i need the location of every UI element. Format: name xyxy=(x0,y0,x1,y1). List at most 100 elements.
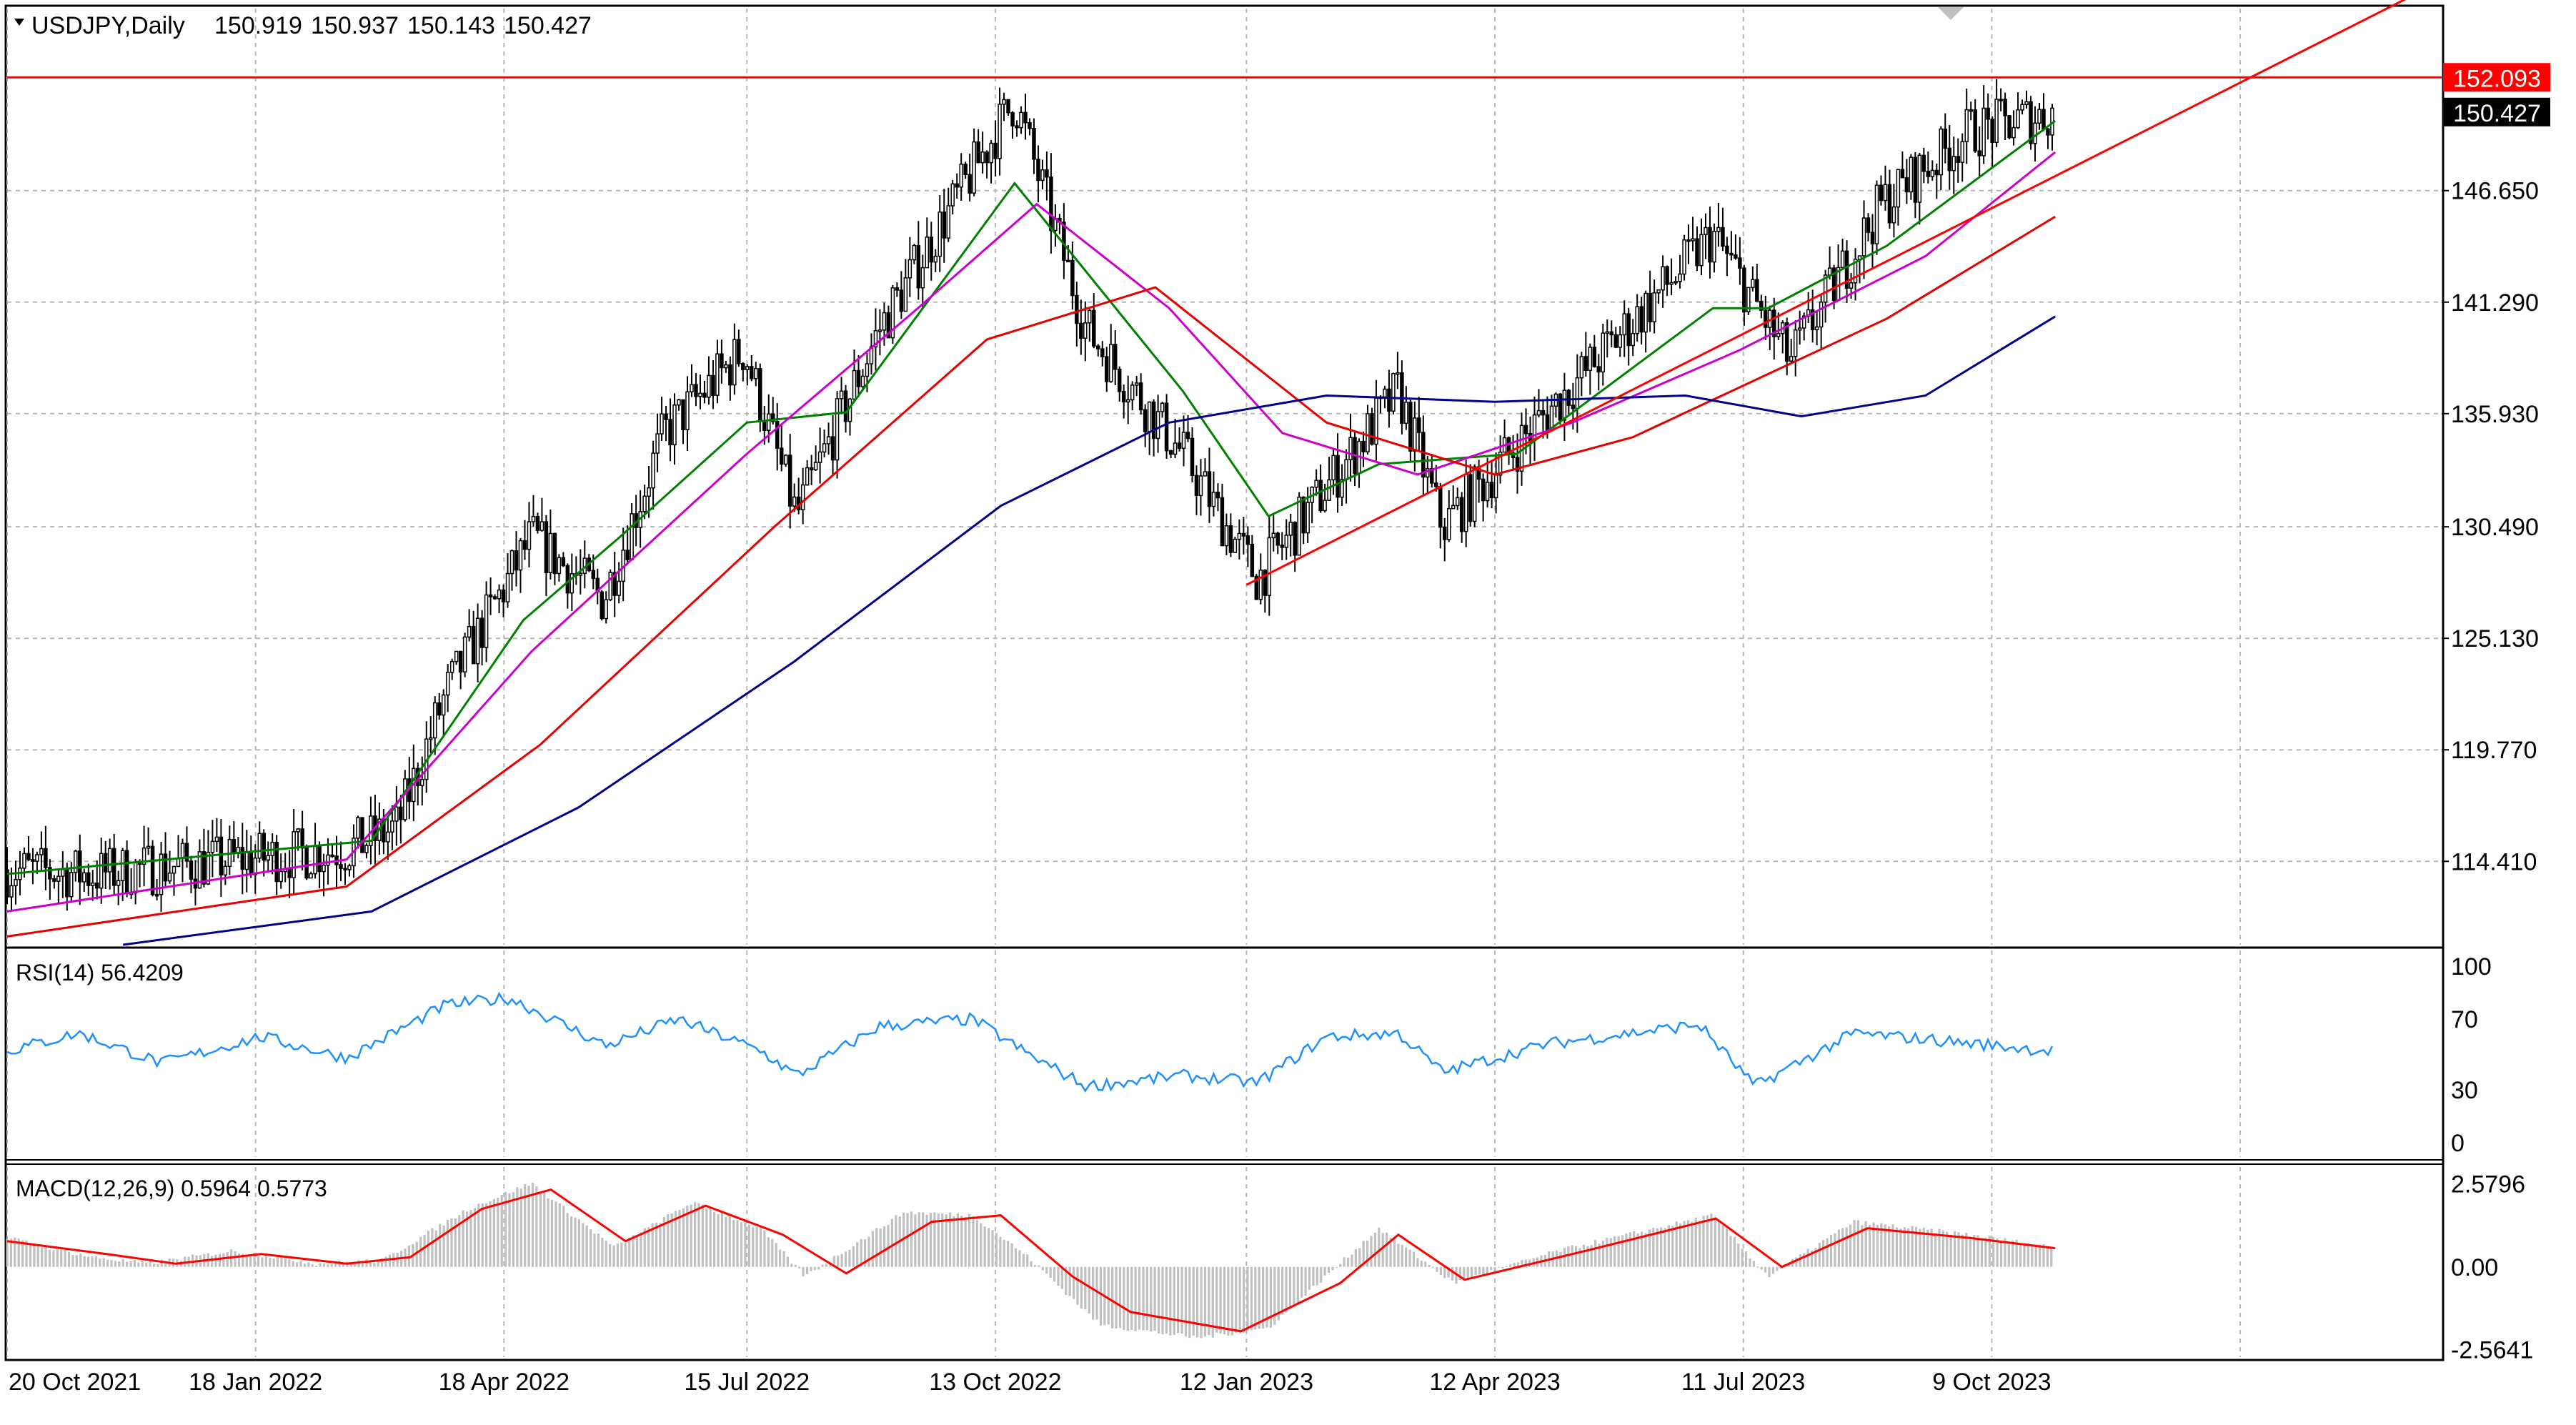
macd-histogram-bar xyxy=(516,1187,519,1267)
x-tick-label: 12 Jan 2023 xyxy=(1180,1369,1313,1396)
macd-histogram-bar xyxy=(357,1260,360,1267)
macd-histogram-bar xyxy=(1911,1226,1914,1267)
candle-body xyxy=(1066,259,1070,263)
macd-histogram-bar xyxy=(890,1218,894,1267)
macd-histogram-bar xyxy=(1123,1266,1125,1331)
candle-body xyxy=(1314,480,1318,488)
candle-body xyxy=(197,851,202,889)
candle-body xyxy=(1028,122,1032,129)
macd-histogram-bar xyxy=(720,1213,724,1267)
candle-body xyxy=(1237,532,1242,540)
macd-histogram-bar xyxy=(1965,1233,1968,1267)
candle-body xyxy=(1280,545,1284,548)
candle-body xyxy=(1451,505,1456,510)
candle-body xyxy=(1443,526,1447,540)
candle-body xyxy=(745,366,750,370)
macd-histogram-bar xyxy=(535,1186,538,1267)
candle-body xyxy=(527,521,532,550)
candle-body xyxy=(82,872,86,883)
macd-histogram-bar xyxy=(1165,1266,1168,1334)
macd-histogram-bar xyxy=(2046,1247,2049,1267)
macd-histogram-bar xyxy=(91,1256,94,1267)
macd-histogram-bar xyxy=(1493,1266,1496,1272)
macd-histogram-bar xyxy=(1861,1225,1864,1267)
candle-body xyxy=(14,878,18,887)
candle-body xyxy=(1960,141,1964,163)
candle-body xyxy=(642,495,647,512)
macd-histogram-bar xyxy=(1169,1266,1172,1336)
macd-histogram-bar xyxy=(601,1237,604,1267)
macd-histogram-bar xyxy=(226,1252,229,1267)
macd-histogram-bar xyxy=(1308,1266,1311,1290)
macd-histogram-bar xyxy=(446,1219,449,1267)
macd-histogram-bar xyxy=(1068,1266,1071,1296)
macd-histogram-bar xyxy=(373,1263,376,1267)
shift-marker-icon[interactable] xyxy=(1938,7,1964,20)
candle-body xyxy=(1032,128,1036,160)
candle-body xyxy=(1010,111,1015,126)
candle-body xyxy=(2007,115,2011,139)
macd-histogram-bar xyxy=(272,1258,275,1267)
candle-body xyxy=(111,848,116,886)
macd-histogram-bar xyxy=(75,1255,78,1267)
candle-body xyxy=(963,164,968,175)
macd-histogram-bar xyxy=(110,1260,113,1267)
candle-body xyxy=(647,487,651,497)
candle-body xyxy=(522,540,527,550)
macd-histogram-bar xyxy=(1285,1266,1288,1313)
macd-histogram-bar xyxy=(160,1259,163,1267)
macd-histogram-bar xyxy=(1563,1247,1566,1267)
candle-body xyxy=(428,737,433,740)
candle-body xyxy=(2037,109,2042,124)
macd-histogram-bar xyxy=(566,1213,569,1267)
macd-histogram-bar xyxy=(249,1255,252,1267)
macd-histogram-bar xyxy=(655,1222,658,1267)
macd-histogram-bar xyxy=(1841,1228,1844,1267)
macd-histogram-bar xyxy=(643,1228,646,1267)
candle-body xyxy=(715,353,720,396)
macd-histogram-bar xyxy=(1038,1265,1040,1267)
candle-body xyxy=(1366,413,1370,452)
macd-histogram-bar xyxy=(752,1226,755,1267)
macd-histogram-bar xyxy=(1273,1266,1276,1325)
macd-histogram-bar xyxy=(948,1212,952,1267)
macd-histogram-bar xyxy=(1834,1233,1836,1267)
macd-histogram-bar xyxy=(1845,1227,1848,1267)
macd-histogram-bar xyxy=(991,1230,994,1267)
candle-body xyxy=(1643,292,1648,333)
candle-body xyxy=(1288,522,1293,536)
candle-body xyxy=(886,312,891,339)
macd-histogram-bar xyxy=(848,1249,851,1267)
macd-histogram-bar xyxy=(717,1213,720,1267)
macd-histogram-bar xyxy=(504,1191,507,1267)
macd-histogram-bar xyxy=(910,1211,913,1267)
macd-histogram-bar xyxy=(1787,1263,1790,1267)
macd-histogram-bar xyxy=(1150,1266,1153,1332)
macd-histogram-bar xyxy=(311,1264,314,1267)
candle-body xyxy=(124,850,129,894)
candle-body xyxy=(1801,315,1806,329)
candle-body xyxy=(202,851,207,885)
macd-histogram-bar xyxy=(1710,1213,1713,1267)
candle-body xyxy=(1455,497,1460,507)
candle-body xyxy=(1092,309,1096,347)
candle-body xyxy=(1887,184,1892,224)
candle-body xyxy=(497,589,502,600)
macd-histogram-bar xyxy=(369,1261,372,1267)
candle-body xyxy=(1160,402,1165,412)
macd-histogram-bar xyxy=(744,1221,747,1267)
macd-histogram-bar xyxy=(1084,1266,1087,1310)
menu-triangle-icon[interactable] xyxy=(14,19,24,26)
candle-body xyxy=(1049,177,1053,232)
candle-body xyxy=(1297,496,1301,556)
candle-body xyxy=(1105,356,1109,382)
candle-body xyxy=(471,625,476,665)
candle-body xyxy=(1177,442,1182,450)
candle-body xyxy=(685,391,690,430)
macd-histogram-bar xyxy=(980,1223,983,1267)
candle-body xyxy=(1130,384,1135,401)
candle-body xyxy=(1015,125,1019,129)
macd-histogram-bar xyxy=(659,1223,662,1267)
macd-histogram-bar xyxy=(1277,1266,1280,1321)
macd-histogram-bar xyxy=(1756,1266,1759,1268)
